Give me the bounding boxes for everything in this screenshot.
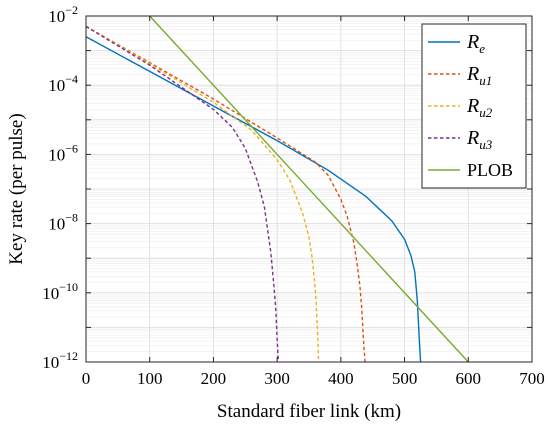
minor-grid [86,17,532,352]
x-tick-label: 0 [82,369,91,388]
series-line-u2 [85,25,320,363]
legend-box [421,23,527,189]
y-tick-label: 10−4 [48,72,78,95]
series-layer [85,15,469,363]
x-axis-label: Standard fiber link (km) [217,401,401,422]
ticks-layer [85,15,533,363]
legend-entry: PLOB [467,160,513,180]
y-tick-label: 10−2 [48,3,78,26]
y-tick-label: 10−10 [42,280,78,303]
x-tick-label: 500 [392,369,418,388]
series-line-u3 [85,25,280,363]
legend-entry: Ru2 [466,95,493,120]
series-line-e [85,36,422,363]
x-tick-label: 200 [201,369,227,388]
x-tick-label: 400 [328,369,354,388]
x-tick-label: 700 [519,369,545,388]
legend-entry: Re [466,31,485,56]
y-tick-labels: 10−12 10−10 10−8 10−6 10−4 10−2 [42,3,78,372]
legend: Re Ru1 Ru2 Ru3 PLOB [421,23,527,189]
legend-entry: Ru1 [466,63,492,88]
y-tick-label: 10−6 [48,141,78,164]
series-line-u1 [85,25,366,363]
x-tick-label: 600 [456,369,482,388]
y-tick-label: 10−12 [42,349,78,372]
x-tick-label: 100 [137,369,163,388]
x-tick-label: 300 [264,369,290,388]
series-line-plob [149,15,469,363]
y-axis-label: Key rate (per pulse) [6,113,27,264]
x-tick-labels: 0 100 200 300 400 500 600 700 [82,369,545,388]
y-tick-label: 10−8 [48,211,78,234]
legend-entry: Ru3 [466,127,493,152]
